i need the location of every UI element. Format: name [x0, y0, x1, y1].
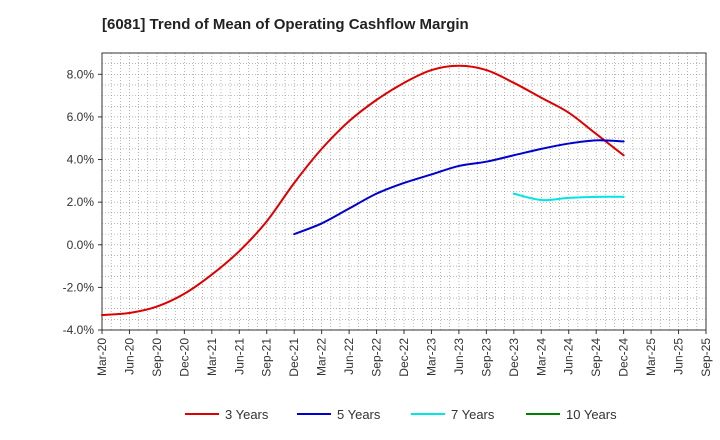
legend-label: 10 Years — [566, 407, 617, 422]
y-tick-label: 8.0% — [67, 67, 95, 81]
y-tick-label: -2.0% — [63, 280, 95, 294]
x-tick-label: Jun-24 — [562, 338, 576, 375]
x-tick-label: Jun-25 — [672, 338, 686, 375]
series-line-5-years — [293, 139, 625, 236]
legend-label: 3 Years — [225, 407, 269, 422]
x-tick-label: Sep-21 — [260, 338, 274, 377]
x-tick-label: Sep-22 — [370, 338, 384, 377]
x-tick-label: Dec-20 — [177, 338, 191, 377]
x-tick-label: Jun-20 — [122, 338, 136, 375]
x-tick-label: Sep-23 — [479, 338, 493, 377]
x-tick-label: Mar-21 — [205, 338, 219, 376]
legend-label: 5 Years — [337, 407, 381, 422]
x-tick-label: Mar-25 — [644, 338, 658, 376]
y-tick-label: 4.0% — [67, 153, 95, 167]
x-tick-label: Sep-20 — [150, 338, 164, 377]
series-line-3-years — [101, 64, 625, 317]
x-tick-label: Mar-24 — [534, 338, 548, 376]
x-tick-label: Mar-23 — [424, 338, 438, 376]
x-tick-label: Mar-22 — [315, 338, 329, 376]
x-tick-label: Dec-22 — [397, 338, 411, 377]
x-tick-label: Jun-22 — [342, 338, 356, 375]
x-tick-label: Jun-23 — [452, 338, 466, 375]
x-tick-label: Mar-20 — [95, 338, 109, 376]
chart-title: [6081] Trend of Mean of Operating Cashfl… — [102, 16, 469, 33]
x-tick-label: Dec-21 — [287, 338, 301, 377]
x-tick-label: Sep-25 — [699, 338, 713, 377]
y-tick-label: 6.0% — [67, 110, 95, 124]
x-tick-label: Dec-24 — [617, 338, 631, 377]
y-tick-label: 0.0% — [67, 238, 95, 252]
y-tick-label: -4.0% — [63, 323, 95, 337]
y-tick-label: 2.0% — [67, 195, 95, 209]
legend-label: 7 Years — [451, 407, 495, 422]
x-tick-label: Dec-23 — [507, 338, 521, 377]
x-tick-label: Sep-24 — [589, 338, 603, 377]
x-tick-label: Jun-21 — [232, 338, 246, 375]
series-line-7-years — [512, 192, 625, 202]
